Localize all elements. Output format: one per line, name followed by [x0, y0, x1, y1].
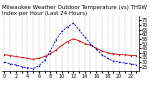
Text: Milwaukee Weather Outdoor Temperature (vs) THSW Index per Hour (Last 24 Hours): Milwaukee Weather Outdoor Temperature (v… — [2, 5, 147, 16]
